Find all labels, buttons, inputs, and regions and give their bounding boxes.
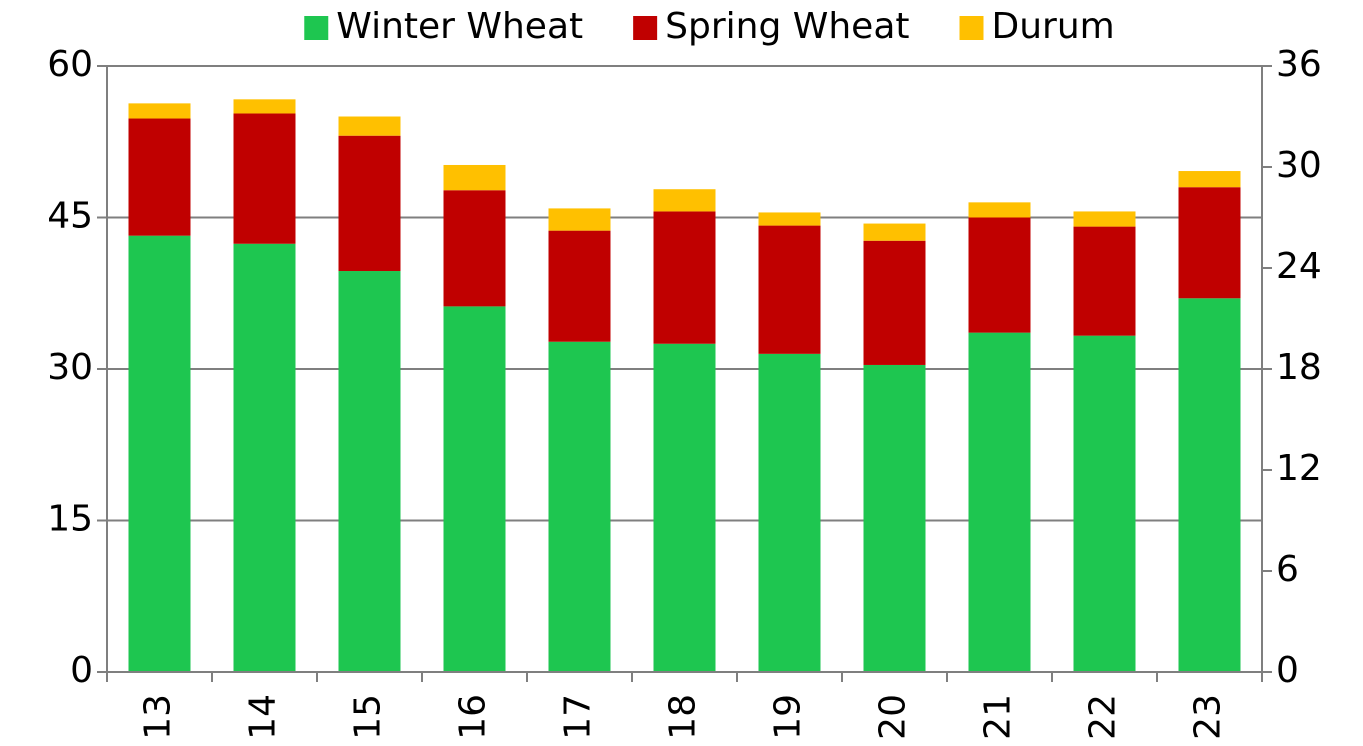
bar-segment — [338, 271, 401, 672]
bar-segment — [443, 190, 506, 307]
x-tick-label: 18 — [663, 694, 704, 740]
y-tick-label: 15 — [47, 499, 93, 540]
y-tick-label: 30 — [47, 347, 93, 388]
bar-segment — [1178, 187, 1241, 299]
legend-swatch — [959, 16, 984, 40]
bar-segment — [653, 211, 716, 344]
y2-tick-label: 12 — [1276, 448, 1322, 489]
bar-segment — [548, 230, 611, 342]
bar-segment — [128, 235, 191, 672]
y2-tick-label: 6 — [1276, 549, 1299, 590]
x-tick-label: 22 — [1083, 694, 1124, 740]
bar-segment — [863, 364, 926, 672]
x-tick-label: 14 — [243, 694, 284, 740]
bar-segment — [758, 225, 821, 354]
y2-tick-label: 24 — [1276, 246, 1322, 287]
bar-segment — [128, 103, 191, 119]
legend-swatch — [633, 16, 658, 40]
bar-segment — [1178, 171, 1241, 188]
legend: Winter Wheat Spring Wheat Durum — [304, 6, 1115, 47]
x-tick-label: 23 — [1188, 694, 1229, 740]
bar-segment — [1073, 211, 1136, 227]
y2-tick-label: 0 — [1276, 650, 1299, 691]
legend-swatch — [304, 16, 329, 40]
bar-segment — [443, 164, 506, 191]
bar-segment — [653, 343, 716, 672]
x-tick-label: 13 — [138, 694, 179, 740]
x-tick-label: 17 — [558, 694, 599, 740]
bar-segment — [968, 202, 1031, 218]
bar-segment — [443, 306, 506, 672]
bar-segment — [1073, 226, 1136, 336]
legend-label: Spring Wheat — [665, 6, 909, 47]
bar-segment — [338, 116, 401, 136]
bar-segment — [968, 217, 1031, 333]
bar-segment — [968, 332, 1031, 672]
x-tick-label: 19 — [768, 694, 809, 740]
bar-segment — [233, 243, 296, 672]
y-tick-label: 0 — [70, 650, 93, 691]
bar-segment — [863, 223, 926, 241]
bar-segment — [233, 113, 296, 244]
bar-segment — [548, 341, 611, 672]
legend-label: Durum — [992, 6, 1115, 47]
bar-segment — [758, 212, 821, 226]
bar-segment — [1178, 298, 1241, 672]
bar-segment — [548, 208, 611, 231]
x-tick-label: 16 — [453, 694, 494, 740]
bar-segment — [653, 189, 716, 212]
y-tick-label: 45 — [47, 196, 93, 237]
bar-segment — [338, 135, 401, 272]
x-tick-label: 21 — [978, 694, 1019, 740]
y2-tick-label: 18 — [1276, 347, 1322, 388]
x-tick-label: 15 — [348, 694, 389, 740]
bar-segment — [1073, 335, 1136, 672]
bar-segment — [758, 353, 821, 672]
bar-segment — [233, 99, 296, 114]
y2-tick-label: 36 — [1276, 44, 1322, 85]
y-tick-label: 60 — [47, 44, 93, 85]
bar-segment — [863, 240, 926, 365]
x-tick-label: 20 — [873, 694, 914, 740]
y2-tick-label: 30 — [1276, 145, 1322, 186]
bar-segment — [128, 118, 191, 236]
legend-label: Winter Wheat — [336, 6, 583, 47]
